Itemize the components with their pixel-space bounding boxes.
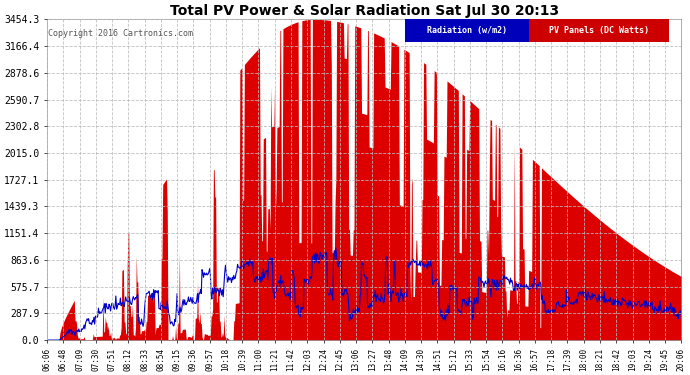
Text: Radiation (w/m2): Radiation (w/m2) (427, 26, 507, 35)
FancyBboxPatch shape (529, 20, 669, 42)
Text: Copyright 2016 Cartronics.com: Copyright 2016 Cartronics.com (48, 29, 193, 38)
Text: PV Panels (DC Watts): PV Panels (DC Watts) (549, 26, 649, 35)
Title: Total PV Power & Solar Radiation Sat Jul 30 20:13: Total PV Power & Solar Radiation Sat Jul… (170, 4, 559, 18)
FancyBboxPatch shape (406, 20, 529, 42)
